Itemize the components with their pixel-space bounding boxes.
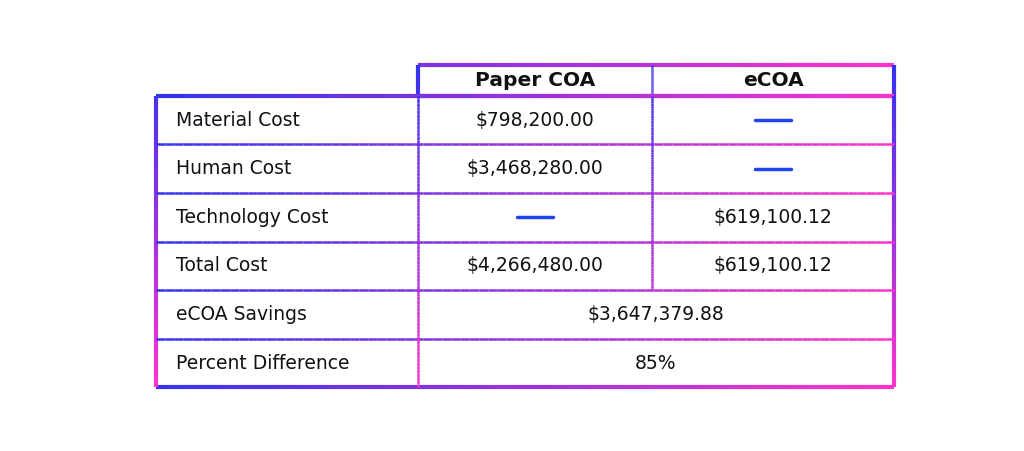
Text: eCOA: eCOA	[742, 71, 804, 90]
Text: Technology Cost: Technology Cost	[176, 208, 328, 227]
Text: $3,647,379.88: $3,647,379.88	[588, 305, 724, 324]
Text: 85%: 85%	[635, 354, 677, 373]
Text: Human Cost: Human Cost	[176, 159, 291, 178]
Text: $798,200.00: $798,200.00	[476, 110, 595, 129]
Text: Paper COA: Paper COA	[475, 71, 595, 90]
Text: $619,100.12: $619,100.12	[714, 208, 833, 227]
Text: Material Cost: Material Cost	[176, 110, 299, 129]
Text: $3,468,280.00: $3,468,280.00	[467, 159, 603, 178]
Text: $619,100.12: $619,100.12	[714, 257, 833, 276]
Text: eCOA Savings: eCOA Savings	[176, 305, 306, 324]
Text: $4,266,480.00: $4,266,480.00	[467, 257, 603, 276]
Text: Percent Difference: Percent Difference	[176, 354, 349, 373]
Text: Total Cost: Total Cost	[176, 257, 267, 276]
